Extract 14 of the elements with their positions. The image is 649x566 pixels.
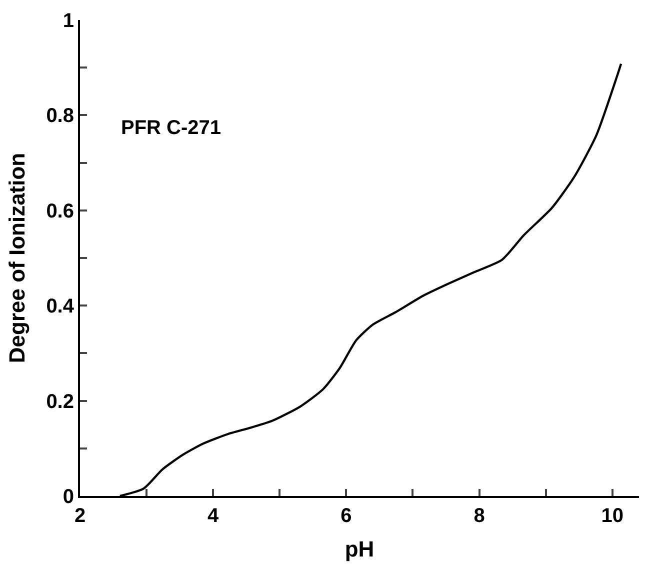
x-axis-title: pH: [344, 536, 374, 562]
y-tick-label: 0.2: [46, 390, 74, 413]
x-tick-label: 8: [474, 505, 485, 527]
y-tick-label: 0.6: [46, 200, 74, 222]
y-tick-label: 1: [62, 10, 74, 32]
y-tick-label: 0.4: [46, 296, 75, 318]
x-tick-label: 6: [340, 505, 352, 527]
y-axis-title: Degree of Ionization: [4, 152, 30, 364]
x-tick-label: 10: [601, 505, 624, 527]
x-tick-label: 2: [74, 505, 86, 527]
y-tick-label: 0.8: [46, 105, 74, 128]
annotation: PFR C-271: [121, 117, 222, 139]
y-tick-label: 0: [62, 486, 74, 508]
x-tick-label: 4: [208, 505, 220, 527]
